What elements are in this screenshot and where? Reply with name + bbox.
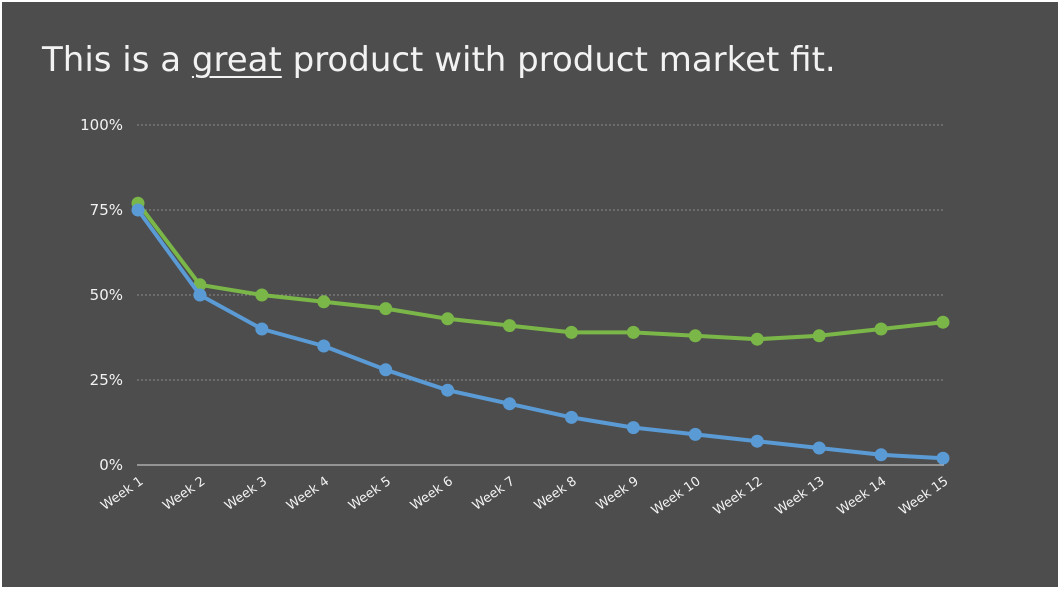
data-point xyxy=(626,421,640,435)
data-point xyxy=(317,339,331,353)
x-tick-label: Week 10 xyxy=(649,474,704,519)
data-point xyxy=(503,319,517,333)
data-point xyxy=(255,322,269,336)
data-point xyxy=(441,312,455,326)
y-tick-label: 50% xyxy=(90,286,123,304)
data-point xyxy=(317,295,331,309)
data-point xyxy=(441,383,455,397)
data-point xyxy=(688,329,702,343)
grid-lines xyxy=(137,124,944,466)
data-point xyxy=(874,322,888,336)
x-tick-label: Week 8 xyxy=(532,474,580,514)
series-line xyxy=(136,208,945,461)
x-tick-label: Week 3 xyxy=(222,474,270,514)
x-axis-ticks: Week 1 Week 2 Week 3 Week 4 Week 5 Week 6 Week… xyxy=(98,474,951,519)
data-point xyxy=(379,302,393,316)
data-point xyxy=(688,427,702,441)
title-suffix: product with product market fit. xyxy=(281,40,836,80)
data-point xyxy=(193,288,207,302)
data-point xyxy=(564,410,578,424)
x-tick-label: Week 6 xyxy=(408,474,456,514)
x-tick-label: Week 14 xyxy=(835,474,890,519)
x-tick-label: Week 12 xyxy=(711,474,766,519)
slide-title: This is a great product with product mar… xyxy=(42,40,836,80)
title-prefix: This is a xyxy=(42,40,192,80)
data-point xyxy=(936,315,950,329)
data-point xyxy=(131,203,145,217)
data-point xyxy=(750,332,764,346)
x-tick-label: Week 15 xyxy=(897,474,952,519)
x-tick-label: Week 9 xyxy=(594,474,642,514)
y-tick-label: 0% xyxy=(99,456,123,474)
series-line xyxy=(136,201,945,342)
y-axis-ticks: 0% 25% 50% 75% 100% xyxy=(80,116,123,474)
data-point xyxy=(564,325,578,339)
x-tick-label: Week 4 xyxy=(284,474,332,514)
data-point xyxy=(874,448,888,462)
x-tick-label: Week 1 xyxy=(98,474,146,514)
y-tick-label: 25% xyxy=(90,371,123,389)
y-tick-label: 100% xyxy=(80,116,123,134)
data-point xyxy=(626,325,640,339)
x-tick-label: Week 7 xyxy=(470,474,518,514)
data-point xyxy=(936,451,950,465)
data-point xyxy=(503,397,517,411)
x-tick-label: Week 2 xyxy=(160,474,208,514)
series-2 xyxy=(131,203,950,465)
data-point xyxy=(379,363,393,377)
y-tick-label: 75% xyxy=(90,201,123,219)
data-point xyxy=(812,329,826,343)
x-tick-label: Week 5 xyxy=(346,474,394,514)
title-emphasis: great xyxy=(191,40,282,80)
data-point xyxy=(255,288,269,302)
x-tick-label: Week 13 xyxy=(773,474,828,519)
data-point xyxy=(750,434,764,448)
series-lines xyxy=(131,196,950,465)
data-point xyxy=(812,441,826,455)
